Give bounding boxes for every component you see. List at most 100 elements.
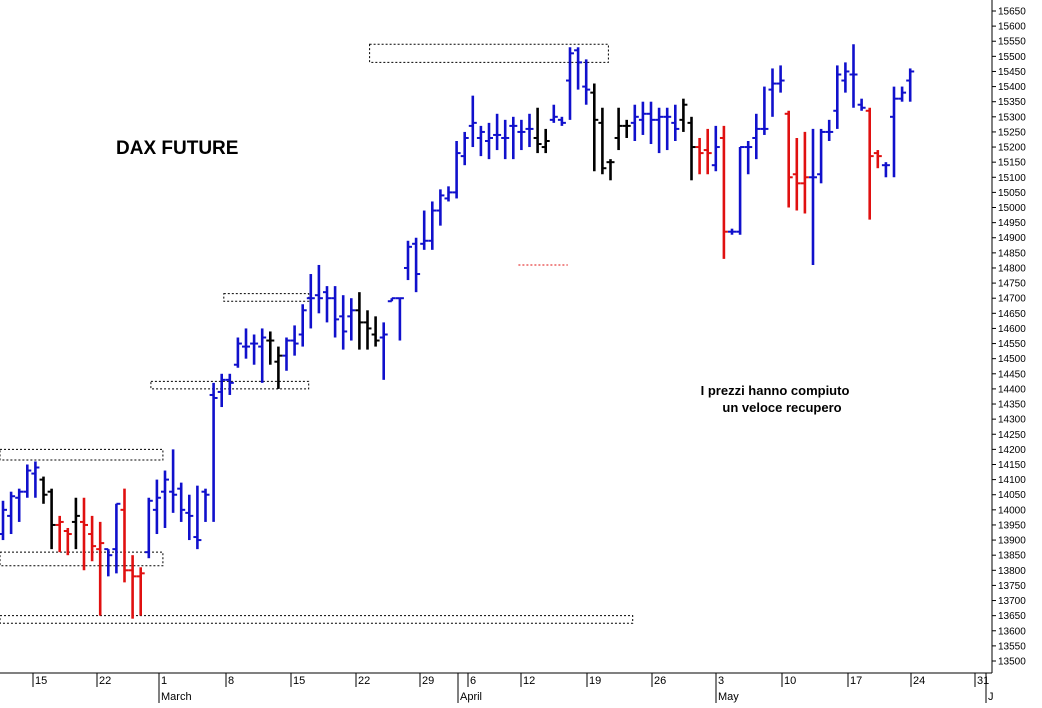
ohlc-bar [387,297,396,303]
ohlc-bar [250,334,259,365]
ohlc-bar [687,116,696,181]
y-tick-label: 15650 [998,7,1026,18]
annotation-line-1: I prezzi hanno compiuto [701,383,850,398]
ohlc-bar [849,44,858,108]
x-month-label: J [988,691,994,703]
y-tick-label: 14900 [998,233,1026,244]
ohlc-bar [96,521,105,616]
x-tick-label: 3 [718,675,724,687]
y-tick-label: 14750 [998,279,1026,290]
y-tick-label: 13700 [998,596,1026,607]
x-tick-label: 15 [35,675,47,687]
ohlc-bar [598,107,607,175]
ohlc-bar [379,322,388,380]
x-month-label: April [460,691,482,703]
ohlc-bar [444,186,453,202]
ohlc-bar [404,240,412,281]
y-tick-label: 14350 [998,400,1026,411]
ohlc-bar [112,502,121,574]
ohlc-bar [655,107,664,154]
ohlc-bar [719,125,728,259]
y-tick-label: 14950 [998,218,1026,229]
ohlc-bar [679,98,688,132]
ohlc-bar [209,382,218,522]
ohlc-bar [15,488,24,522]
ohlc-bar [906,68,915,102]
x-month-label: March [161,691,192,703]
ohlc-bar [177,482,186,522]
ohlc-bar [776,65,785,93]
y-tick-label: 15500 [998,52,1026,63]
y-tick-label: 15200 [998,143,1026,154]
ohlc-bar [525,113,534,148]
ohlc-bar [865,107,874,220]
ohlc-bar [752,113,761,160]
ohlc-bar [784,110,793,208]
ohlc-bar [31,461,40,498]
x-tick-label: 10 [784,675,796,687]
ohlc-bar [217,373,226,408]
ohlc-bar [395,297,404,341]
y-tick-label: 14650 [998,309,1026,320]
ohlc-bar [566,47,574,120]
ohlc-bar [274,346,283,389]
ohlc-bar [185,494,194,541]
ohlc-bar [809,128,817,265]
ohlc-bar [282,337,291,371]
ohlc-bar [258,328,267,383]
ohlc-bar [436,189,445,226]
ohlc-bar [428,201,437,250]
ohlc-bar [825,119,834,141]
ohlc-bar [476,125,485,157]
level-zone [0,551,164,567]
y-tick-label: 14850 [998,248,1026,259]
ohlc-bar [736,146,745,235]
ohlc-bar [339,295,348,350]
y-tick-label: 14450 [998,369,1026,380]
y-tick-label: 15100 [998,173,1026,184]
ohlc-bar [817,128,826,184]
y-tick-label: 15300 [998,112,1026,123]
y-tick-label: 13500 [998,657,1026,668]
x-tick-label: 12 [523,675,535,687]
x-tick-label: 19 [589,675,601,687]
y-tick-label: 14400 [998,384,1026,395]
level-zone [223,293,310,302]
x-tick-label: 15 [293,675,305,687]
chart-frame [0,0,993,674]
y-tick-label: 14800 [998,263,1026,274]
ohlc-bar [760,86,769,135]
y-tick-label: 15250 [998,127,1026,138]
ohlc-bar [468,95,477,148]
level-zone [0,448,164,461]
y-tick-label: 14250 [998,430,1026,441]
price-bars [0,44,915,619]
y-tick-label: 13650 [998,611,1026,622]
ohlc-bar [574,47,583,90]
ohlc-bar [695,137,704,175]
y-tick-label: 15600 [998,22,1026,33]
ohlc-bar [371,316,380,347]
ohlc-bar [501,119,510,160]
ohlc-bar [517,119,526,151]
ohlc-bar [541,128,550,154]
y-tick-label: 13900 [998,536,1026,547]
y-tick-label: 14150 [998,460,1026,471]
y-tick-label: 14050 [998,490,1026,501]
ohlc-bar [622,119,631,138]
ohlc-bar [493,113,502,151]
ohlc-bar [638,101,647,135]
y-tick-label: 14200 [998,445,1026,456]
ohlc-bar [890,86,898,178]
ohlc-bar [857,98,866,111]
y-tick-label: 15450 [998,67,1026,78]
x-tick-label: 1 [161,675,167,687]
ohlc-bar [0,500,7,541]
y-tick-label: 14000 [998,505,1026,516]
ohlc-bar [630,104,639,141]
ohlc-bar [355,292,364,350]
ohlc-bar [485,122,493,160]
ohlc-bar [193,485,202,550]
